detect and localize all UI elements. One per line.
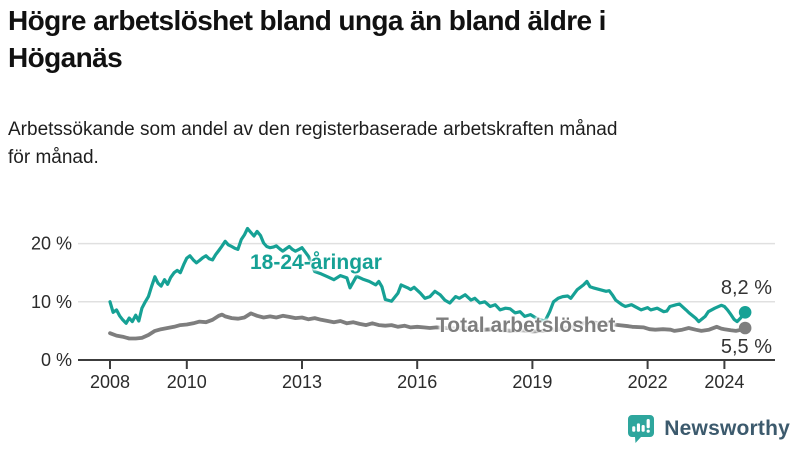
x-tick-label: 2024 <box>704 372 744 392</box>
x-tick-label: 2010 <box>167 372 207 392</box>
title-line-2: Höganäs <box>8 42 123 73</box>
brand-name: Newsworthy <box>664 417 790 440</box>
series-end-dot-total <box>738 321 752 335</box>
x-tick-label: 2022 <box>628 372 668 392</box>
title-line-1: Högre arbetslöshet bland unga än bland ä… <box>8 5 606 36</box>
x-tick-label: 2013 <box>282 372 322 392</box>
end-value-total: 5,5 % <box>720 336 772 358</box>
chart-subtitle: Arbetssökande som andel av den registerb… <box>8 116 792 172</box>
series-label-young: 18-24-åringar <box>250 251 382 274</box>
series-line-young <box>108 226 747 325</box>
y-tick-label: 0 % <box>41 350 72 370</box>
page-title: Högre arbetslöshet bland unga än bland ä… <box>8 2 792 76</box>
y-tick-label: 20 % <box>31 234 72 254</box>
end-value-young: 8,2 % <box>720 277 772 299</box>
series-line-total <box>108 311 747 341</box>
series-end-dot-young <box>738 305 752 319</box>
subtitle-line-1: Arbetssökande som andel av den registerb… <box>8 119 618 140</box>
bar-chart-speech-bubble-icon <box>628 415 655 443</box>
x-tick-label: 2016 <box>397 372 437 392</box>
x-tick-label: 2008 <box>90 372 130 392</box>
y-tick-label: 10 % <box>31 292 72 312</box>
series-label-total: Total arbetslöshet <box>436 314 616 337</box>
subtitle-line-2: för månad. <box>8 147 99 168</box>
newsworthy-logo[interactable]: Newsworthy <box>627 414 790 444</box>
x-tick-label: 2019 <box>512 372 552 392</box>
